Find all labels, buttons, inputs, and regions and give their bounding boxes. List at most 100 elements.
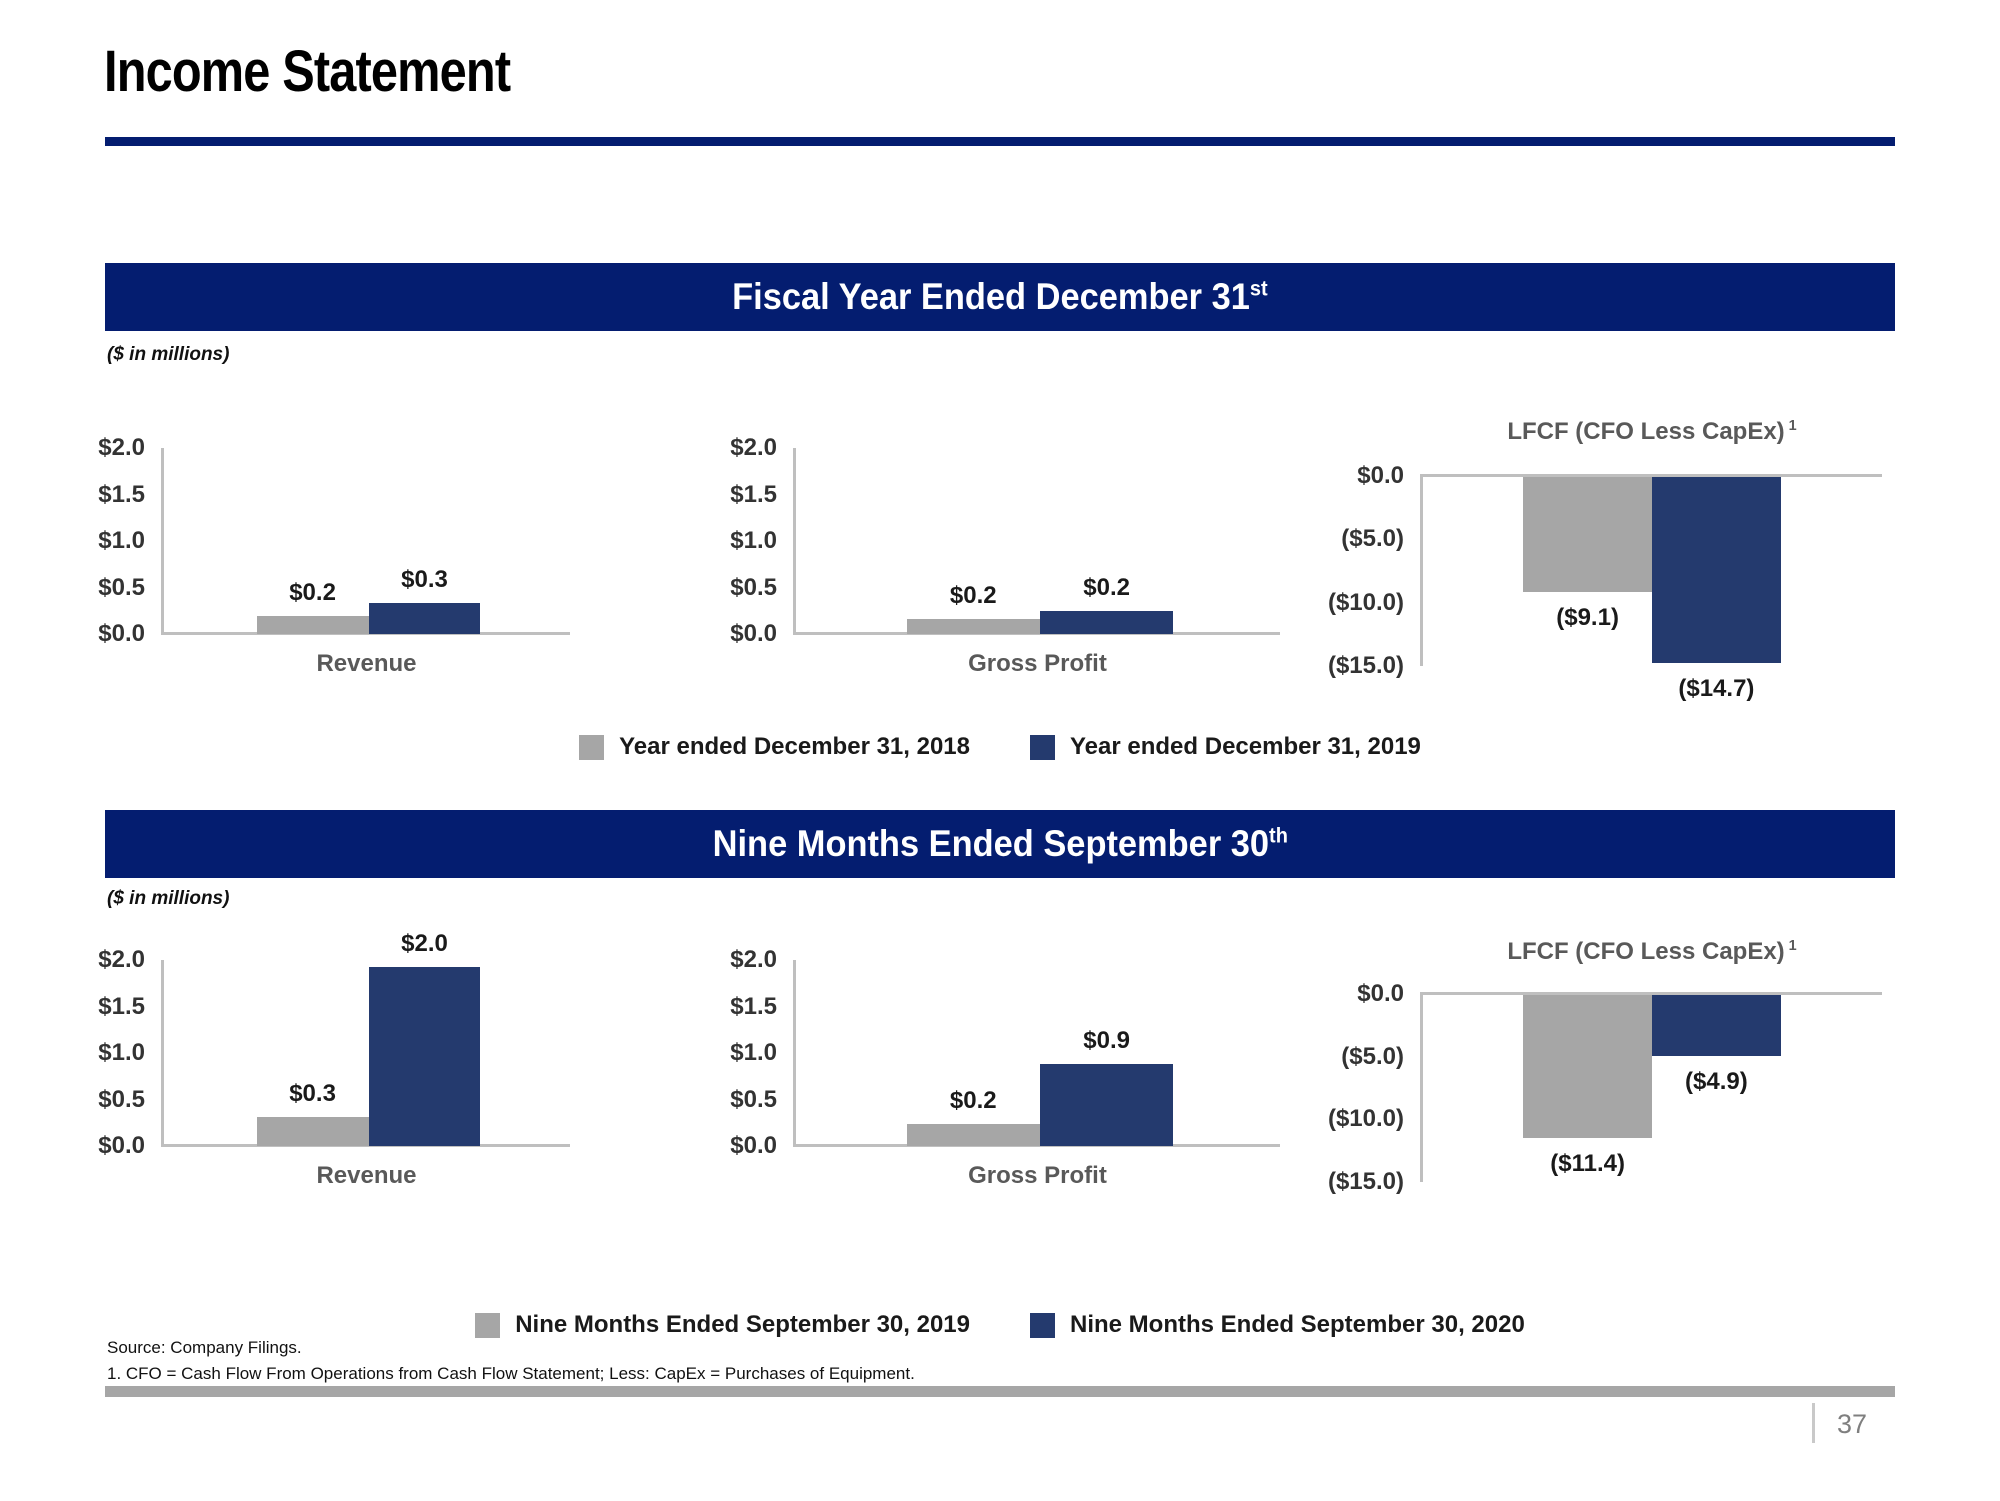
bar-value-label: $0.2 bbox=[289, 579, 336, 607]
chart-title-text: LFCF (CFO Less CapEx) bbox=[1507, 938, 1785, 965]
banner-text-superscript: th bbox=[1268, 823, 1288, 848]
legend-swatch-navy bbox=[1030, 734, 1055, 760]
y-tick-label: $0.5 bbox=[98, 573, 145, 601]
bar-value-label: $0.9 bbox=[1083, 1027, 1130, 1055]
legend-fiscal-year: Year ended December 31, 2018 Year ended … bbox=[105, 733, 1895, 761]
legend-label: Year ended December 31, 2019 bbox=[1070, 733, 1421, 760]
chart-title: LFCF (CFO Less CapEx) 1 bbox=[1422, 418, 1882, 446]
legend-item-9m-2020: Nine Months Ended September 30, 2020 bbox=[1030, 1311, 1525, 1339]
title-rule bbox=[105, 137, 1895, 146]
y-tick-label: ($10.0) bbox=[1327, 588, 1404, 616]
y-axis-line bbox=[161, 960, 164, 1146]
legend-label: Nine Months Ended September 30, 2020 bbox=[1070, 1311, 1525, 1338]
chart-title-text: LFCF (CFO Less CapEx) bbox=[1507, 418, 1785, 445]
y-tick-label: $1.5 bbox=[730, 992, 777, 1020]
navy-bar bbox=[1652, 477, 1781, 664]
legend-item-2018: Year ended December 31, 2018 bbox=[579, 733, 970, 761]
y-tick-label: $2.0 bbox=[98, 946, 145, 973]
section-banner-fiscal-year: Fiscal Year Ended December 31st bbox=[105, 263, 1895, 331]
navy-bar bbox=[1039, 1064, 1174, 1146]
bar-value-label: ($14.7) bbox=[1678, 675, 1755, 703]
legend-nine-months: Nine Months Ended September 30, 2019 Nin… bbox=[105, 1311, 1895, 1339]
x-axis-category-label: Revenue bbox=[316, 650, 417, 677]
section-banner-title: Nine Months Ended September 30th bbox=[712, 823, 1287, 865]
y-tick-label: ($5.0) bbox=[1341, 525, 1404, 553]
y-tick-label: $1.0 bbox=[730, 1039, 777, 1066]
x-axis-category-label: Gross Profit bbox=[968, 650, 1107, 677]
y-tick-label: $1.0 bbox=[98, 527, 145, 554]
page-number: 37 bbox=[1836, 1409, 1868, 1439]
y-tick-label: $0.5 bbox=[730, 573, 777, 601]
y-tick-label: $1.0 bbox=[98, 1039, 145, 1066]
legend-swatch-gray bbox=[475, 1312, 501, 1338]
bar-value-label: $0.2 bbox=[949, 1086, 997, 1114]
y-tick-label: $1.5 bbox=[730, 480, 777, 508]
bar-value-label: $0.2 bbox=[949, 582, 997, 610]
y-tick-label: $0.0 bbox=[98, 620, 145, 647]
y-tick-label: $0.0 bbox=[1357, 980, 1404, 1007]
gray-bar bbox=[906, 619, 1040, 634]
bar-value-label: ($4.9) bbox=[1685, 1068, 1748, 1096]
y-tick-label: ($15.0) bbox=[1327, 652, 1404, 679]
section-banner-title: Fiscal Year Ended December 31st bbox=[732, 276, 1267, 318]
bar-value-label: $0.3 bbox=[289, 1080, 336, 1108]
y-tick-label: $1.0 bbox=[730, 527, 777, 554]
y-tick-label: $0.0 bbox=[98, 1132, 145, 1159]
y-axis-line bbox=[1420, 476, 1423, 666]
gray-bar bbox=[1523, 995, 1652, 1138]
legend-swatch-navy bbox=[1030, 1312, 1055, 1338]
y-tick-label: ($10.0) bbox=[1327, 1105, 1404, 1133]
chart-title-superscript: 1 bbox=[1788, 418, 1797, 434]
gray-bar bbox=[256, 1117, 369, 1146]
y-tick-label: $2.0 bbox=[730, 946, 777, 973]
y-tick-label: $2.0 bbox=[98, 434, 145, 461]
page-number-separator bbox=[1812, 1403, 1815, 1443]
footer-source: Source: Company Filings. bbox=[107, 1338, 302, 1357]
y-tick-label: ($15.0) bbox=[1327, 1168, 1404, 1195]
bar-value-label: $2.0 bbox=[401, 929, 448, 957]
y-tick-label: ($5.0) bbox=[1341, 1042, 1404, 1070]
bar-value-label: $0.3 bbox=[401, 566, 448, 594]
navy-bar bbox=[368, 966, 481, 1146]
navy-bar bbox=[368, 603, 481, 634]
y-tick-label: $0.0 bbox=[730, 620, 777, 647]
x-axis-category-label: Gross Profit bbox=[968, 1162, 1107, 1189]
y-tick-label: $1.5 bbox=[98, 480, 145, 508]
gray-bar bbox=[906, 1123, 1040, 1146]
y-tick-label: $0.0 bbox=[730, 1132, 777, 1159]
bar-value-label: $0.2 bbox=[1083, 573, 1130, 601]
gray-bar bbox=[1523, 477, 1652, 593]
legend-item-2019: Year ended December 31, 2019 bbox=[1030, 733, 1421, 761]
bar-value-label: ($11.4) bbox=[1550, 1149, 1625, 1177]
x-axis-category-label: Revenue bbox=[316, 1162, 417, 1189]
y-axis-line bbox=[1420, 994, 1423, 1182]
legend-label: Nine Months Ended September 30, 2019 bbox=[515, 1311, 970, 1338]
footer-footnote: 1. CFO = Cash Flow From Operations from … bbox=[107, 1364, 915, 1383]
x-axis-line bbox=[1420, 992, 1882, 995]
legend-swatch-gray bbox=[579, 734, 605, 760]
footer-divider-bar bbox=[105, 1386, 1895, 1397]
y-tick-label: $1.5 bbox=[98, 992, 145, 1020]
banner-text-main: Nine Months Ended September 30 bbox=[712, 823, 1269, 864]
units-note-fiscal-year: ($ in millions) bbox=[107, 344, 230, 365]
x-axis-line bbox=[1420, 474, 1882, 477]
navy-bar bbox=[1039, 610, 1174, 634]
y-axis-line bbox=[793, 960, 796, 1146]
y-tick-label: $0.0 bbox=[1357, 462, 1404, 489]
chart-title-superscript: 1 bbox=[1788, 938, 1797, 954]
chart-title: LFCF (CFO Less CapEx) 1 bbox=[1422, 938, 1882, 966]
y-tick-label: $0.5 bbox=[98, 1085, 145, 1113]
units-note-nine-months: ($ in millions) bbox=[107, 888, 230, 909]
legend-item-9m-2019: Nine Months Ended September 30, 2019 bbox=[475, 1311, 970, 1339]
legend-label: Year ended December 31, 2018 bbox=[619, 733, 970, 760]
banner-text-main: Fiscal Year Ended December 31 bbox=[732, 276, 1250, 317]
bar-value-label: ($9.1) bbox=[1556, 604, 1619, 632]
y-axis-line bbox=[161, 448, 164, 634]
banner-text-superscript: st bbox=[1249, 276, 1268, 301]
y-tick-label: $0.5 bbox=[730, 1085, 777, 1113]
y-tick-label: $2.0 bbox=[730, 434, 777, 461]
navy-bar bbox=[1652, 995, 1781, 1057]
section-banner-nine-months: Nine Months Ended September 30th bbox=[105, 810, 1895, 878]
y-axis-line bbox=[793, 448, 796, 634]
